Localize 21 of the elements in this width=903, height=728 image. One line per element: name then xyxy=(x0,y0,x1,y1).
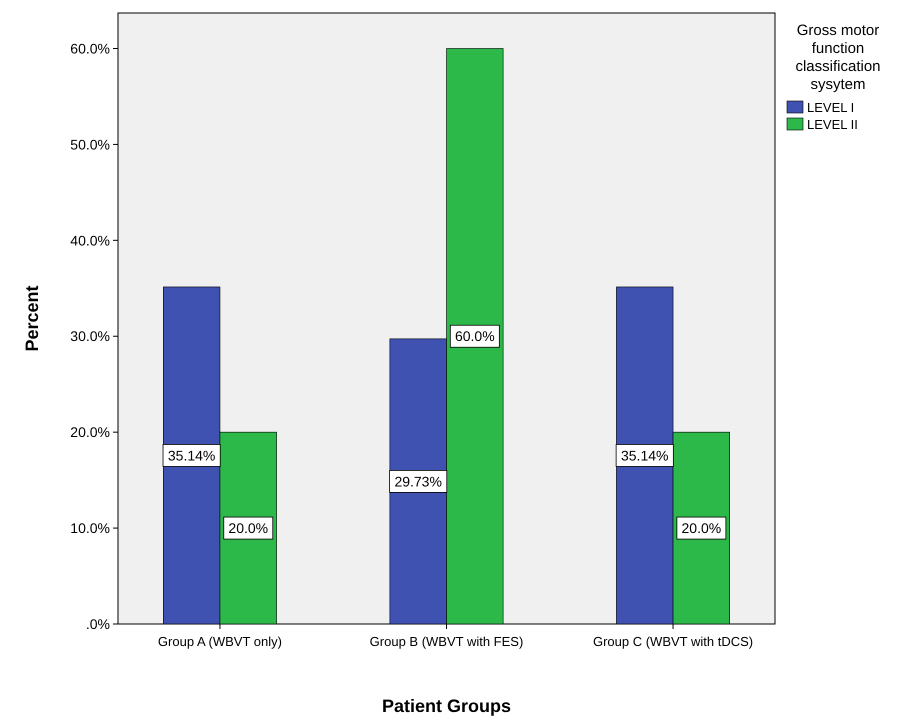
data-label: 60.0% xyxy=(454,328,495,344)
y-tick-label: 10.0% xyxy=(70,520,110,536)
y-tick-label: 50.0% xyxy=(70,136,110,152)
legend-label: LEVEL I xyxy=(807,100,854,115)
y-tick-label: .0% xyxy=(86,616,110,632)
data-label: 35.14% xyxy=(620,447,668,464)
x-axis-title: Patient Groups xyxy=(382,696,512,716)
x-tick-label: Group B (WBVT with FES) xyxy=(370,634,524,649)
y-axis-title: Percent xyxy=(22,285,42,352)
legend-title: Gross motor function classification sysytem xyxy=(795,22,881,93)
data-label: 20.0% xyxy=(682,520,722,536)
x-tick-label: Group A (WBVT only) xyxy=(158,634,282,649)
data-label: 35.14% xyxy=(168,447,216,464)
y-tick-label: 40.0% xyxy=(70,232,110,248)
x-tick-label: Group C (WBVT with tDCS) xyxy=(592,634,754,649)
y-tick-label: 60.0% xyxy=(70,40,110,56)
data-label: 29.73% xyxy=(394,473,442,490)
legend-label: LEVEL II xyxy=(807,117,858,132)
y-tick-label: 30.0% xyxy=(70,328,110,344)
data-label: 20.0% xyxy=(228,520,268,536)
y-tick-label: 20.0% xyxy=(70,424,110,440)
